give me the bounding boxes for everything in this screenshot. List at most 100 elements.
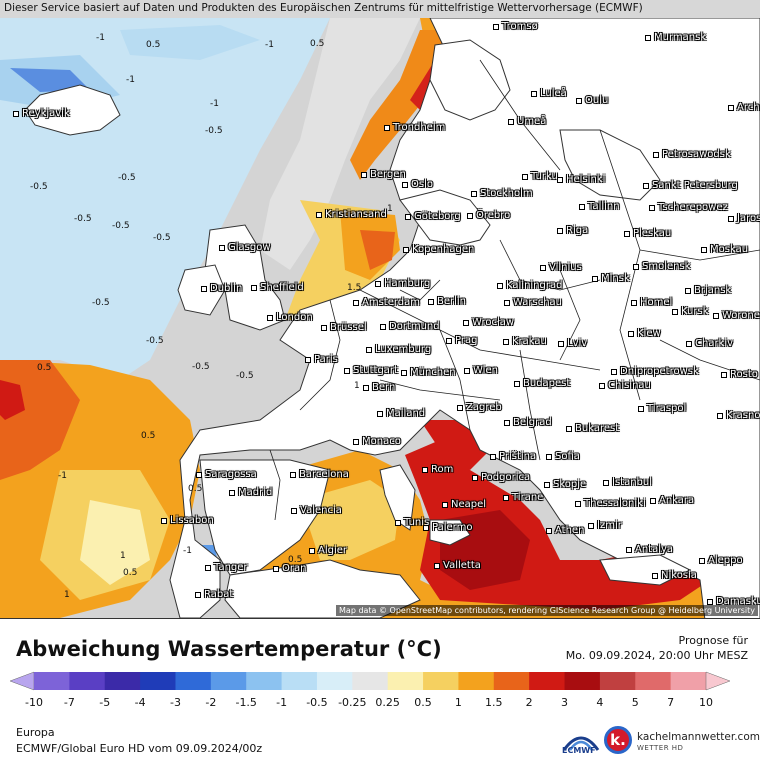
colorbar-bin <box>387 672 424 690</box>
city-label: Podgorica <box>481 472 531 483</box>
city-label: Bern <box>372 382 396 393</box>
city-label: Antalya <box>635 544 674 555</box>
city-label: Brüssel <box>330 322 367 333</box>
colorbar-bin <box>493 672 530 690</box>
city-label: Göteborg <box>414 211 461 222</box>
city-label: Neapel <box>451 499 487 510</box>
city-marker <box>685 288 691 294</box>
ecmwf-banner: Dieser Service basiert auf Daten und Pro… <box>0 0 760 18</box>
colorbar-tick-label: 10 <box>699 696 713 709</box>
colorbar-tick-label: -1 <box>276 696 288 709</box>
city-label: Tunis <box>404 517 430 528</box>
colorbar-bin <box>316 672 353 690</box>
city-label: Arch <box>737 102 760 113</box>
colorbar-tick-label: -1.5 <box>235 696 257 709</box>
anomaly-contour-label: -1 <box>96 33 105 43</box>
city-label: Oulu <box>585 95 609 106</box>
city-label: Smolensk <box>642 261 691 272</box>
ecmwf-logo-text: ECMWF <box>562 746 596 755</box>
city-label: Kursk <box>681 306 709 317</box>
city-marker <box>196 472 202 478</box>
city-marker <box>472 475 478 481</box>
city-marker <box>721 372 727 378</box>
city-label: Luxemburg <box>375 344 432 355</box>
colorbar-bin <box>140 672 176 690</box>
city-marker <box>546 454 552 460</box>
city-marker <box>375 281 381 287</box>
city-label: Valletta <box>443 560 481 571</box>
city-label: Dublin <box>210 283 243 294</box>
city-marker <box>557 177 563 183</box>
city-label: Umeå <box>517 116 547 127</box>
city-label: Riga <box>566 225 589 236</box>
map-canvas <box>0 0 760 618</box>
colorbar <box>10 671 730 691</box>
city-label: Amsterdam <box>362 297 421 308</box>
kachelmann-site-name[interactable]: kachelmannwetter.com <box>637 731 760 743</box>
city-marker <box>650 498 656 504</box>
city-marker <box>522 174 528 180</box>
city-label: Monaco <box>362 436 401 447</box>
city-marker <box>428 299 434 305</box>
city-label: Damaskus <box>716 596 760 607</box>
city-label: Saragossa <box>205 469 257 480</box>
city-label: Dnipropetrowsk <box>620 366 699 377</box>
city-marker <box>490 454 496 460</box>
city-marker <box>161 518 167 524</box>
anomaly-contour-label: 1.5 <box>347 283 362 293</box>
colorbar-bin <box>423 672 459 690</box>
kachelmann-logo-icon[interactable]: k. <box>604 726 632 754</box>
anomaly-contour-label: 0.5 <box>288 555 303 565</box>
region-label: Europa <box>16 726 55 739</box>
anomaly-contour-label: -0.5 <box>146 336 164 346</box>
city-label: Homel <box>640 297 673 308</box>
city-label: Thessaloniki <box>584 498 646 509</box>
map-attribution[interactable]: Map data © OpenStreetMap contributors, r… <box>336 605 758 616</box>
city-label: Tscherepowez <box>658 202 728 213</box>
anomaly-contour-label: 0.5 <box>37 363 52 373</box>
anomaly-contour-label: -1 <box>183 546 192 556</box>
city-label: Kiew <box>637 328 661 339</box>
forecast-date: Mo. 09.09.2024, 20:00 Uhr MESZ <box>565 649 748 662</box>
city-marker <box>546 528 552 534</box>
colorbar-tick-label: -0.25 <box>338 696 367 709</box>
city-label: Barcelona <box>299 469 349 480</box>
city-marker <box>576 98 582 104</box>
colorbar-bin <box>352 672 389 690</box>
city-marker <box>588 523 594 529</box>
anomaly-contour-label: -1 <box>210 99 219 109</box>
anomaly-contour-label: 1 <box>387 204 393 214</box>
city-label: Madrid <box>238 487 273 498</box>
city-label: Bukarest <box>575 423 620 434</box>
city-label: Rom <box>431 464 454 475</box>
city-label: Petrosawodsk <box>662 149 731 160</box>
city-marker <box>380 324 386 330</box>
city-label: Stockholm <box>480 188 533 199</box>
city-marker <box>643 183 649 189</box>
city-marker <box>652 573 658 579</box>
city-marker <box>316 212 322 218</box>
city-marker <box>363 385 369 391</box>
city-label: Tromsø <box>502 21 538 32</box>
anomaly-contour-label: -0.5 <box>205 126 223 136</box>
city-marker <box>446 338 452 344</box>
city-marker <box>353 300 359 306</box>
city-label: London <box>276 312 313 323</box>
colorbar-bin <box>458 672 495 690</box>
city-marker <box>353 439 359 445</box>
city-marker <box>628 331 634 337</box>
city-marker <box>566 426 572 432</box>
colorbar-tick-label: 3 <box>561 696 569 709</box>
anomaly-contour-label: -0.5 <box>236 371 254 381</box>
city-marker <box>434 563 440 569</box>
city-label: Belgrad <box>513 417 552 428</box>
anomaly-contour-label: -0.5 <box>112 221 130 231</box>
city-marker <box>344 368 350 374</box>
city-label: Palermo <box>432 522 473 533</box>
city-marker <box>290 472 296 478</box>
city-label: Athen <box>555 525 585 536</box>
city-marker <box>205 565 211 571</box>
anomaly-contour-label: 1 <box>120 551 126 561</box>
city-marker <box>273 566 279 572</box>
city-marker <box>267 315 273 321</box>
